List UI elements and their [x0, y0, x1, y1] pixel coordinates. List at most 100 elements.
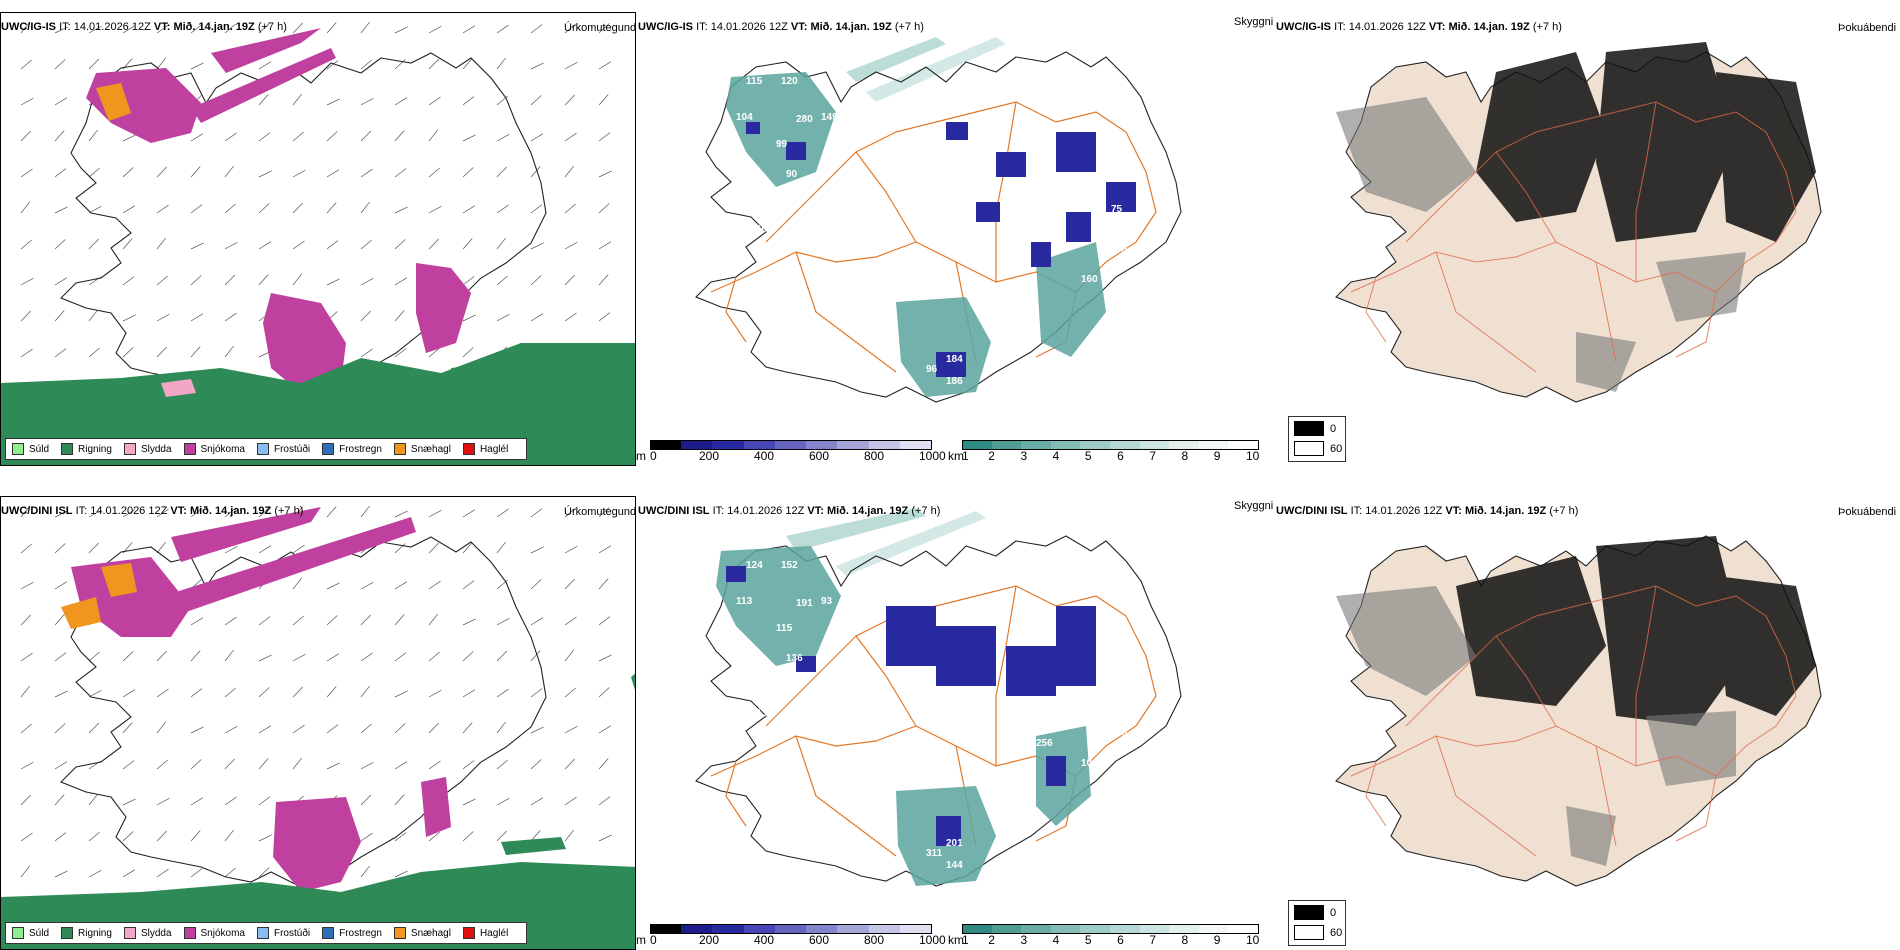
- visibility-map-1: 115 120 104 280 149 99 90 88 10 10 75 75 160 96 184 186: [695, 37, 1182, 403]
- visibility-value-label: 96: [1116, 728, 1128, 739]
- height-colorbar-1: m 0 200 400 600 800 1000: [636, 440, 946, 463]
- wind-barb: [360, 239, 372, 250]
- colorbar-segment: [1110, 924, 1141, 934]
- wind-barb: [564, 23, 576, 34]
- wind-barb: [360, 505, 370, 518]
- lead-time: (+7 h): [911, 505, 941, 517]
- wind-barb: [258, 170, 272, 178]
- teal-streak: [786, 508, 926, 551]
- wind-barb: [360, 310, 372, 322]
- wind-barb: [326, 278, 340, 286]
- wind-barb: [496, 24, 509, 34]
- model-name: UWC/IG-IS: [1, 21, 56, 33]
- wind-barb: [462, 542, 473, 554]
- wind-barb: [122, 651, 134, 662]
- wind-barb: [462, 276, 475, 286]
- wind-barb: [224, 274, 236, 286]
- snow-area-westfjords: [71, 557, 191, 637]
- rain-patch: [451, 363, 506, 381]
- fog-legend-label: 0: [1330, 906, 1337, 919]
- wind-barb: [54, 130, 65, 142]
- wind-barb: [156, 346, 168, 358]
- wind-barb: [530, 313, 544, 322]
- wind-barb: [530, 797, 544, 806]
- lead-time: (+7 h): [257, 21, 287, 33]
- wind-barb: [598, 834, 612, 842]
- legend-label: Snjókoma: [200, 443, 245, 455]
- fog-grey-areas: [1336, 97, 1746, 392]
- wind-barb: [462, 689, 476, 698]
- colorbar-tick: 1000: [919, 449, 946, 463]
- colorbar-tick: 600: [809, 449, 830, 463]
- colorbar-tick: 1: [962, 933, 969, 947]
- wind-barb: [326, 98, 340, 106]
- snow-area-east: [421, 777, 451, 837]
- colorbar-segment: [774, 924, 808, 934]
- wind-barb: [88, 722, 100, 734]
- vt-value: Mið. 14.jan. 19Z: [1464, 505, 1547, 517]
- wind-barb: [190, 313, 204, 322]
- wind-barb: [530, 204, 543, 214]
- wind-barb: [598, 312, 611, 322]
- road-line: [1435, 735, 1537, 857]
- rain-patch: [631, 673, 635, 691]
- wind-barb: [190, 508, 203, 518]
- precip-map-2: [1, 505, 635, 949]
- colorbar-tick: 8: [1181, 449, 1189, 463]
- fog-legend-item: 0: [1294, 905, 1336, 920]
- visibility-value-label: 149: [821, 112, 838, 123]
- legend-label: Frostregn: [339, 443, 382, 455]
- wind-barb: [326, 169, 340, 178]
- wind-barb: [360, 652, 373, 662]
- wind-barb: [428, 580, 441, 590]
- wind-barb: [122, 167, 134, 178]
- wind-barb: [20, 794, 32, 806]
- legend-item: Súld: [12, 927, 49, 939]
- wind-barb: [564, 241, 578, 250]
- snow-area-south: [263, 293, 346, 393]
- legend-label: Rigning: [78, 443, 112, 455]
- fog-title: Þokuábendi: [1838, 22, 1897, 34]
- precip-type-panel-2: Súld Rigning Slydda Snjókoma Frostúði Frostre…: [0, 496, 636, 950]
- wind-barb: [258, 616, 271, 626]
- colorbar-segment: [1110, 440, 1141, 450]
- visibility-value-label: 102: [1081, 758, 1098, 769]
- wind-barb: [224, 345, 234, 358]
- wind-barb: [156, 204, 169, 214]
- wind-barb: [88, 238, 100, 250]
- fog-grey-areas: [1336, 586, 1736, 866]
- legend-item: Súld: [12, 443, 49, 455]
- wind-barb: [530, 275, 542, 286]
- wind-barb: [394, 652, 407, 662]
- wind-barb: [394, 581, 408, 590]
- wind-barb: [258, 241, 272, 250]
- colorbar-unit: m: [636, 449, 646, 463]
- legend-swatch: [393, 927, 406, 939]
- vt-label: VT:: [1428, 21, 1446, 33]
- wind-barb: [88, 347, 100, 358]
- fog-legend-label: 0: [1330, 422, 1337, 435]
- wind-barb: [394, 794, 405, 806]
- wind-barb: [258, 545, 272, 554]
- wind-barb: [598, 687, 610, 698]
- wind-barb: [564, 796, 577, 806]
- wind-barb: [20, 505, 30, 518]
- road-line: [855, 635, 917, 727]
- vt-label: VT:: [1445, 505, 1462, 517]
- legend-swatch: [183, 443, 196, 455]
- colorbar-tick: 600: [809, 933, 830, 947]
- wind-barb: [394, 723, 406, 734]
- wind-barb: [156, 759, 168, 770]
- wind-barb: [190, 688, 203, 698]
- wind-barb: [598, 578, 609, 590]
- road-line: [795, 251, 897, 373]
- wind-barb: [360, 59, 372, 70]
- road-line: [1435, 251, 1537, 373]
- colorbar-tick: 9: [1213, 449, 1221, 463]
- wind-barb: [564, 165, 574, 178]
- wind-barb: [54, 59, 66, 70]
- legend-item: Snæhagl: [393, 927, 451, 939]
- colorbar-segment: [991, 440, 1023, 450]
- legend-item: Slydda: [123, 443, 172, 455]
